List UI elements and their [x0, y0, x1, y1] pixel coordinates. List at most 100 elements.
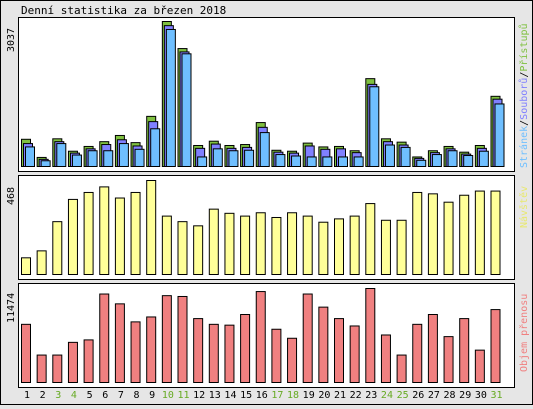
- bar-visits-20: [318, 221, 329, 275]
- bar-kbytes-11: [177, 295, 188, 383]
- x-label-29: 29: [459, 390, 471, 401]
- bar-kbytes-31: [490, 309, 501, 384]
- bar-visits-26: [412, 191, 423, 275]
- x-label-11: 11: [177, 390, 189, 401]
- x-label-12: 12: [193, 390, 205, 401]
- x-label-1: 1: [24, 390, 30, 401]
- x-label-27: 27: [428, 390, 440, 401]
- bar-visits-17: [271, 216, 282, 275]
- ymax-label-hits: 3037: [6, 28, 17, 52]
- bar-pages-13: [212, 148, 223, 167]
- legend-separator-1: /: [519, 120, 530, 126]
- bar-kbytes-17: [271, 328, 282, 384]
- legend-visits: Návštěv: [518, 186, 530, 228]
- bars-kbytes-group: [21, 288, 501, 384]
- bars-hits-group: [21, 21, 505, 168]
- bar-kbytes-3: [52, 354, 63, 383]
- bar-pages-20: [322, 156, 333, 167]
- x-label-15: 15: [240, 390, 252, 401]
- bar-visits-30: [474, 190, 485, 276]
- bar-pages-17: [275, 154, 286, 167]
- bar-pages-9: [150, 128, 161, 168]
- bar-kbytes-5: [83, 339, 94, 383]
- bar-pages-2: [40, 160, 51, 167]
- x-axis-labels: 1 2 3 4 5 6 7 8 9 10 11 12 13 14 15 16 17 18 19 20 21 22 23 24 2…: [24, 390, 503, 401]
- bar-pages-21: [338, 156, 348, 167]
- bar-pages-5: [87, 150, 98, 168]
- bar-pages-26: [416, 159, 427, 167]
- bar-kbytes-4: [67, 341, 78, 383]
- bar-visits-6: [99, 186, 110, 276]
- x-label-31: 31: [490, 390, 502, 401]
- legend-separator-2: /: [519, 72, 530, 78]
- bar-kbytes-9: [146, 316, 157, 383]
- legend-files: Souborů: [518, 78, 530, 120]
- bar-visits-3: [52, 221, 63, 275]
- bar-visits-10: [161, 215, 172, 275]
- x-label-7: 7: [118, 390, 124, 401]
- bar-kbytes-23: [365, 288, 376, 383]
- bar-pages-7: [118, 143, 129, 167]
- bar-visits-22: [349, 215, 360, 275]
- x-label-20: 20: [318, 390, 330, 401]
- bar-pages-10: [165, 28, 176, 168]
- x-label-24: 24: [381, 390, 393, 401]
- bar-pages-3: [56, 143, 67, 167]
- bar-kbytes-24: [380, 334, 391, 384]
- bar-kbytes-13: [208, 323, 219, 383]
- x-label-2: 2: [40, 390, 46, 401]
- bar-kbytes-14: [224, 324, 235, 383]
- bar-visits-9: [146, 180, 157, 275]
- x-label-28: 28: [444, 390, 456, 401]
- legend-hits-panel: Stránek/Souborů/Přístupů: [518, 23, 530, 168]
- legend-pages: Stránek: [518, 126, 530, 168]
- bar-pages-14: [228, 150, 239, 168]
- ymax-label-visits: 468: [6, 187, 17, 205]
- bar-pages-27: [431, 154, 442, 167]
- bar-visits-4: [67, 198, 78, 275]
- bar-kbytes-6: [99, 293, 110, 383]
- x-label-14: 14: [224, 390, 236, 401]
- x-label-8: 8: [134, 390, 140, 401]
- bars-visits-group: [21, 180, 501, 276]
- bar-kbytes-26: [412, 323, 423, 383]
- bar-visits-7: [114, 197, 125, 275]
- bar-visits-16: [255, 212, 266, 276]
- bar-pages-22: [353, 156, 364, 167]
- x-label-21: 21: [334, 390, 346, 401]
- bar-visits-5: [83, 191, 94, 275]
- x-label-3: 3: [55, 390, 61, 401]
- bar-pages-15: [244, 149, 255, 167]
- bar-pages-6: [103, 150, 114, 168]
- bar-visits-1: [21, 257, 31, 275]
- bar-visits-24: [380, 219, 391, 275]
- x-label-5: 5: [87, 390, 93, 401]
- x-label-23: 23: [365, 390, 377, 401]
- x-label-19: 19: [303, 390, 315, 401]
- bar-pages-18: [291, 155, 302, 168]
- bar-kbytes-1: [21, 323, 31, 383]
- bar-kbytes-8: [130, 321, 141, 383]
- bar-visits-25: [396, 219, 407, 275]
- bar-visits-15: [240, 215, 251, 275]
- bar-visits-31: [490, 190, 501, 276]
- bar-kbytes-20: [318, 306, 329, 384]
- bar-visits-2: [36, 250, 47, 275]
- x-label-16: 16: [256, 390, 268, 401]
- bar-kbytes-12: [193, 318, 204, 383]
- bar-kbytes-18: [287, 337, 298, 384]
- bar-kbytes-7: [114, 303, 125, 384]
- x-label-17: 17: [271, 390, 283, 401]
- bar-pages-25: [400, 146, 411, 167]
- bar-pages-8: [134, 148, 145, 167]
- x-label-22: 22: [350, 390, 362, 401]
- bar-kbytes-15: [240, 314, 251, 383]
- bar-kbytes-27: [427, 314, 438, 383]
- bar-pages-12: [197, 156, 208, 167]
- bar-kbytes-29: [459, 318, 470, 383]
- bar-pages-28: [447, 150, 458, 168]
- bar-kbytes-21: [334, 318, 344, 383]
- bar-pages-30: [478, 150, 489, 168]
